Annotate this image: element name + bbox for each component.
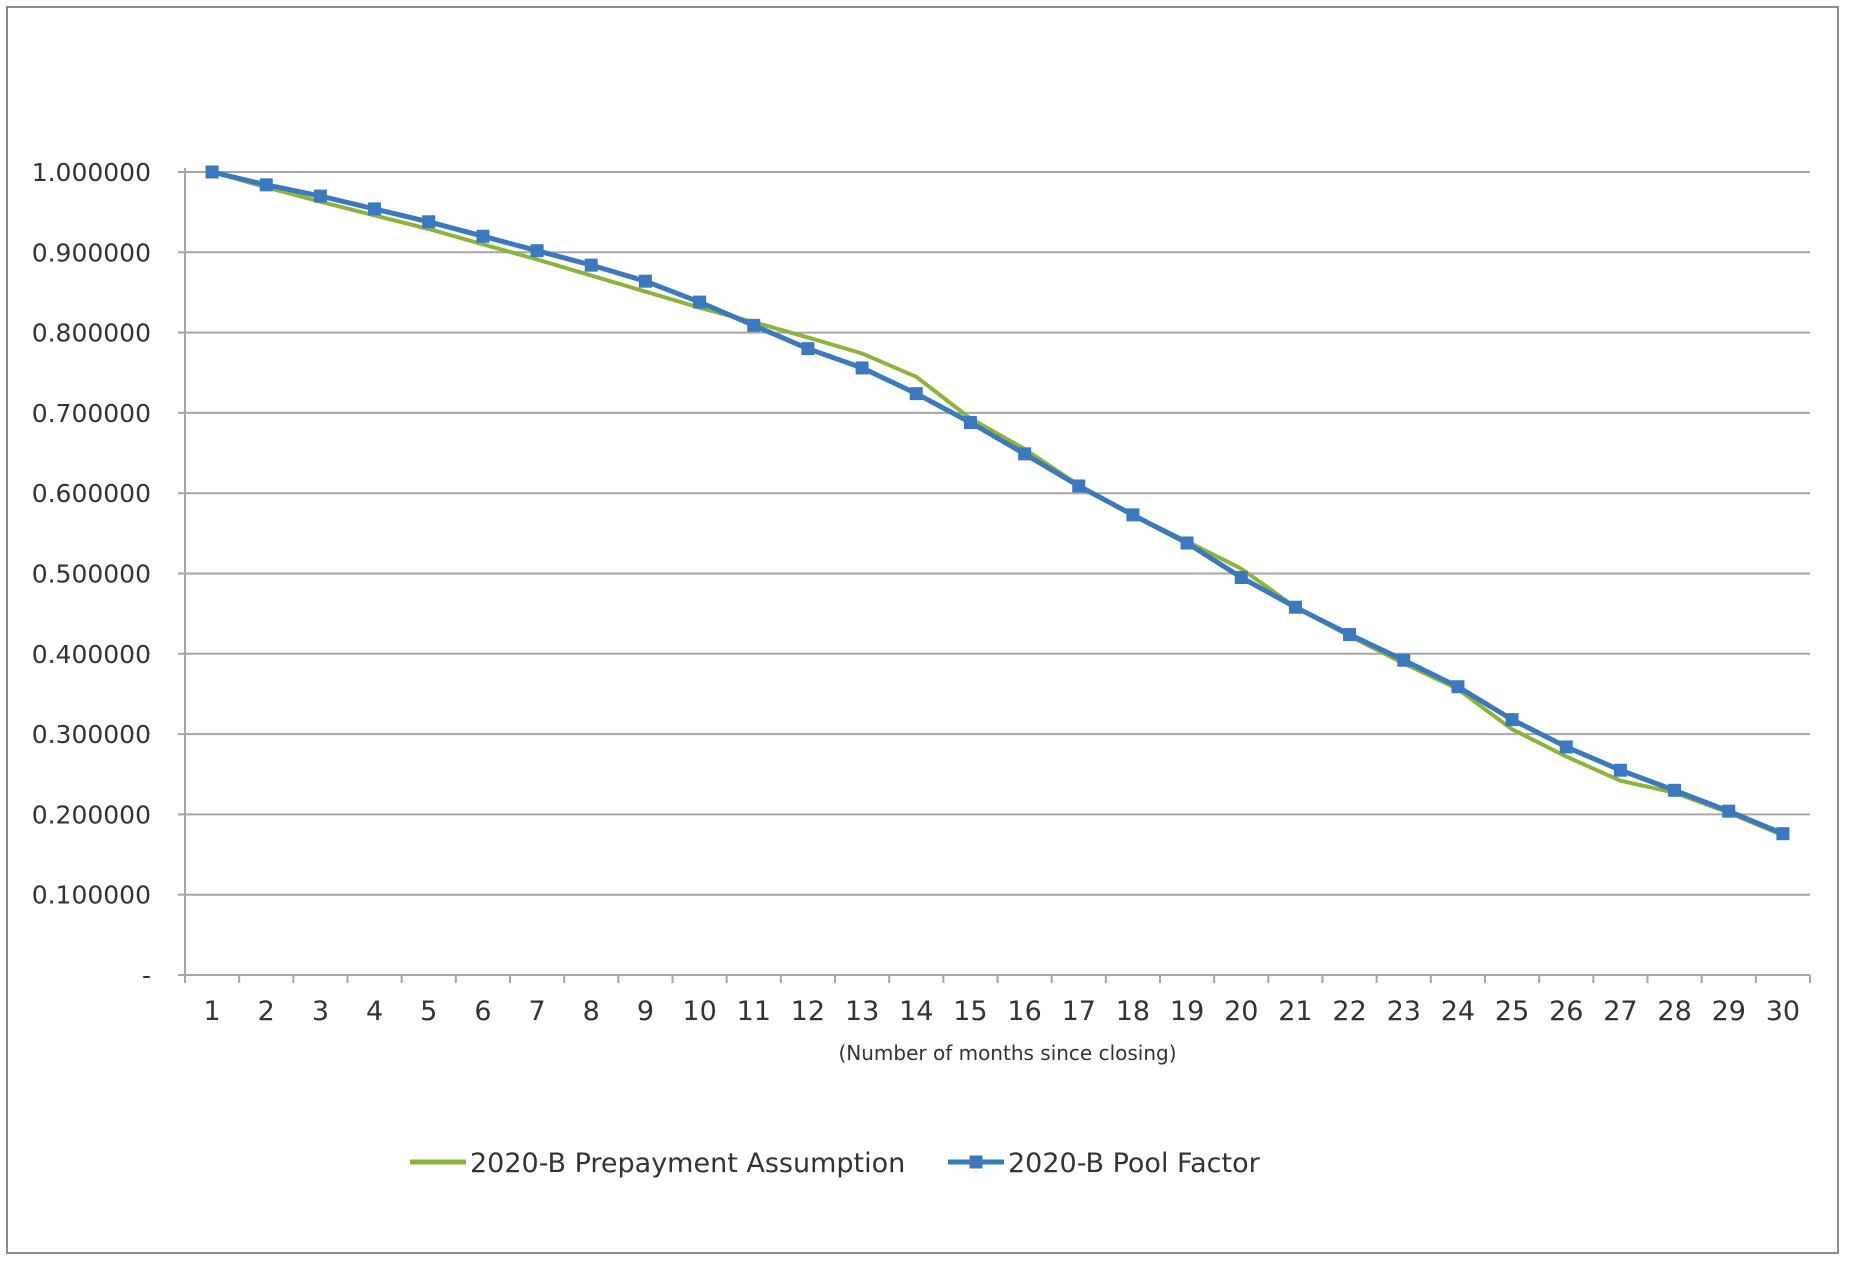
data-point-marker bbox=[1722, 804, 1736, 818]
data-point-marker bbox=[584, 258, 598, 272]
x-tick-label: 17 bbox=[1062, 996, 1096, 1027]
data-point-marker bbox=[530, 244, 544, 258]
x-tick-label: 22 bbox=[1332, 996, 1366, 1027]
data-point-marker bbox=[1397, 653, 1411, 667]
series-line-1 bbox=[211, 170, 1784, 838]
data-point-marker bbox=[205, 165, 219, 179]
x-tick-label: 15 bbox=[953, 996, 987, 1027]
x-tick-label: 7 bbox=[528, 996, 545, 1027]
x-tick-label: 13 bbox=[845, 996, 879, 1027]
data-point-marker bbox=[747, 318, 761, 332]
y-tick-label: 0.500000 bbox=[32, 560, 151, 589]
data-point-marker bbox=[313, 189, 327, 203]
y-tick-label: 1.000000 bbox=[32, 158, 151, 187]
x-tick-label: 10 bbox=[682, 996, 716, 1027]
x-tick-label: 25 bbox=[1495, 996, 1529, 1027]
x-tick-label: 2 bbox=[258, 996, 275, 1027]
x-tick-label: 30 bbox=[1766, 996, 1800, 1027]
data-point-marker bbox=[909, 387, 923, 401]
data-point-marker bbox=[259, 178, 273, 192]
x-tick-label: 16 bbox=[1007, 996, 1041, 1027]
x-tick-label: 20 bbox=[1224, 996, 1258, 1027]
x-tick-label: 18 bbox=[1116, 996, 1150, 1027]
x-tick-label: 19 bbox=[1170, 996, 1204, 1027]
data-point-marker bbox=[693, 295, 707, 309]
data-point-marker bbox=[368, 202, 382, 216]
data-point-marker bbox=[1288, 600, 1302, 614]
x-tick-label: 1 bbox=[203, 996, 220, 1027]
y-tick-label: 0.800000 bbox=[32, 319, 151, 348]
x-tick-label: 27 bbox=[1603, 996, 1637, 1027]
data-point-marker bbox=[1126, 508, 1140, 522]
y-tick-label: 0.400000 bbox=[32, 640, 151, 669]
x-tick-label: 3 bbox=[312, 996, 329, 1027]
data-point-marker bbox=[1234, 571, 1248, 585]
y-tick-label: - bbox=[142, 961, 151, 990]
data-point-marker bbox=[1451, 680, 1465, 694]
data-point-marker bbox=[1559, 740, 1573, 754]
x-tick-label: 8 bbox=[583, 996, 600, 1027]
x-tick-label: 23 bbox=[1387, 996, 1421, 1027]
legend-marker-2 bbox=[969, 1155, 983, 1169]
data-point-marker bbox=[1668, 783, 1682, 797]
chart-frame bbox=[6, 6, 1839, 1254]
y-tick-label: 0.200000 bbox=[32, 800, 151, 829]
data-point-marker bbox=[476, 229, 490, 243]
y-tick-label: 0.900000 bbox=[32, 238, 151, 267]
y-tick-label: 0.300000 bbox=[32, 720, 151, 749]
data-point-marker bbox=[1180, 536, 1194, 550]
y-tick-label: 0.100000 bbox=[32, 881, 151, 910]
data-point-marker bbox=[638, 274, 652, 288]
data-point-marker bbox=[1613, 763, 1627, 777]
x-tick-label: 14 bbox=[899, 996, 933, 1027]
data-point-marker bbox=[1343, 628, 1357, 642]
data-point-marker bbox=[1776, 827, 1790, 841]
data-point-marker bbox=[1018, 447, 1032, 461]
data-point-marker bbox=[1505, 713, 1519, 727]
legend-label-2: 2020-B Pool Factor bbox=[1008, 1148, 1261, 1179]
data-point-marker bbox=[422, 215, 436, 229]
x-tick-label: 29 bbox=[1712, 996, 1746, 1027]
legend-label-1: 2020-B Prepayment Assumption bbox=[470, 1148, 905, 1179]
y-tick-label: 0.600000 bbox=[32, 479, 151, 508]
x-tick-label: 21 bbox=[1278, 996, 1312, 1027]
x-axis-title: (Number of months since closing) bbox=[838, 1041, 1176, 1065]
x-tick-label: 6 bbox=[474, 996, 491, 1027]
data-point-marker bbox=[855, 361, 869, 375]
y-tick-label: 0.700000 bbox=[32, 399, 151, 428]
data-point-marker bbox=[1072, 479, 1086, 493]
x-tick-label: 12 bbox=[791, 996, 825, 1027]
data-point-marker bbox=[963, 416, 977, 430]
x-tick-label: 28 bbox=[1657, 996, 1691, 1027]
x-tick-label: 11 bbox=[737, 996, 771, 1027]
x-tick-label: 24 bbox=[1441, 996, 1475, 1027]
data-point-marker bbox=[801, 342, 815, 356]
x-tick-label: 5 bbox=[420, 996, 437, 1027]
x-tick-label: 4 bbox=[366, 996, 383, 1027]
x-tick-label: 9 bbox=[637, 996, 654, 1027]
series-line-2 bbox=[211, 169, 1784, 837]
x-tick-label: 26 bbox=[1549, 996, 1583, 1027]
